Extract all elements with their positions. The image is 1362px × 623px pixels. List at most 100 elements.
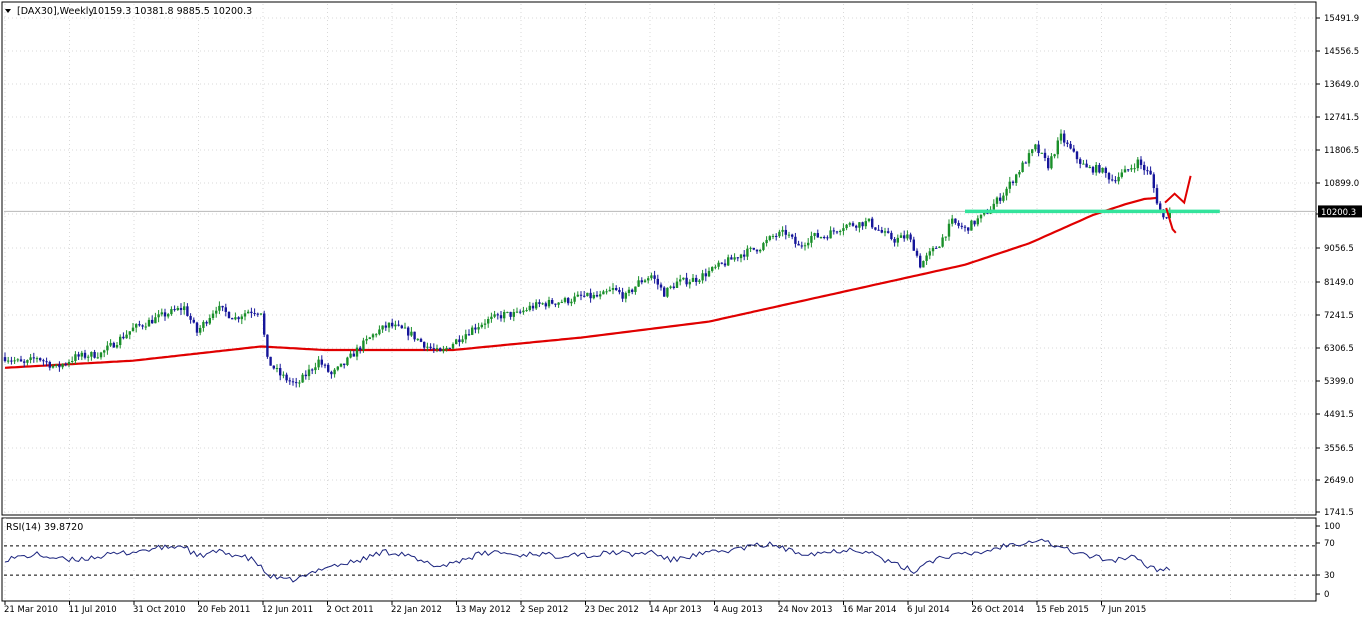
dropdown-triangle-icon[interactable] [5, 9, 11, 13]
candle-body [634, 286, 637, 292]
candle-body [915, 250, 919, 256]
candle-body [1015, 174, 1018, 183]
candle-body [275, 368, 279, 370]
candle-body [317, 359, 320, 368]
candle-body [419, 338, 423, 342]
candle-body [1149, 170, 1152, 175]
candle-body [791, 234, 794, 237]
candle-body [688, 281, 691, 285]
candle-body [1107, 173, 1111, 180]
candle-body [282, 374, 285, 376]
candle-body [1082, 163, 1085, 165]
candle-body [176, 307, 179, 310]
candle-body [51, 365, 55, 368]
candle-body [215, 310, 218, 314]
candle-body [1063, 133, 1066, 143]
candle-body [99, 352, 103, 358]
candle-body [931, 247, 935, 252]
candle-body [496, 314, 499, 316]
x-tick-label: 6 Jul 2014 [907, 605, 950, 615]
candle-body [611, 287, 615, 290]
candle-body [890, 232, 893, 239]
candle-body [195, 322, 199, 333]
candle-body [698, 280, 701, 282]
candle-body [426, 346, 429, 348]
candle-body [803, 245, 807, 247]
candle-body [77, 354, 80, 357]
candle-body [442, 349, 445, 352]
candle-body [173, 309, 176, 311]
candle-body [64, 364, 67, 366]
candle-body [1056, 140, 1059, 155]
candle-body [272, 365, 275, 369]
candle-body [240, 316, 243, 320]
candle-body [1043, 152, 1047, 158]
candle-body [576, 294, 579, 297]
candle-body [74, 354, 77, 361]
candle-body [919, 255, 922, 268]
candle-body [19, 359, 23, 362]
candle-body [746, 248, 749, 257]
candle-body [55, 364, 58, 366]
candle-body [413, 331, 416, 340]
candle-body [509, 311, 512, 317]
candle-body [7, 360, 10, 362]
candle-body [1165, 217, 1168, 219]
candle-body [10, 360, 13, 362]
x-tick-label: 22 Jan 2012 [391, 605, 442, 615]
candle-body [26, 360, 29, 363]
candle-body [407, 327, 410, 336]
candle-body [179, 307, 183, 311]
candle-body [259, 313, 263, 315]
rsi-label: RSI(14) 39.8720 [6, 522, 83, 533]
candle-body [896, 237, 899, 243]
candle-body [323, 364, 327, 366]
candle-body [29, 357, 32, 361]
candle-body [887, 231, 890, 233]
candle-body [397, 324, 400, 326]
candle-body [663, 287, 666, 297]
candle-body [327, 364, 330, 372]
candle-body [781, 229, 784, 232]
candle-body [653, 275, 656, 279]
candle-body [336, 366, 339, 370]
candle-body [307, 369, 311, 377]
candle-body [416, 338, 419, 340]
x-tick-label: 31 Oct 2010 [133, 605, 186, 615]
candle-body [423, 341, 426, 348]
candle-body [535, 302, 538, 309]
candle-body [381, 325, 384, 330]
candle-body [1159, 203, 1162, 210]
candle-body [467, 334, 471, 336]
candle-body [365, 338, 368, 341]
candle-body [1066, 142, 1069, 144]
x-tick-label: 16 Mar 2014 [843, 605, 897, 615]
x-tick-label: 26 Oct 2014 [972, 605, 1025, 615]
candle-body [954, 218, 957, 223]
candle-body [243, 313, 247, 317]
x-tick-label: 4 Aug 2013 [714, 605, 763, 615]
candle-body [976, 218, 979, 225]
candle-body [160, 312, 163, 315]
candle-body [880, 230, 883, 233]
rsi-line [4, 538, 1171, 583]
candle-body [627, 289, 631, 293]
candle-body [464, 334, 467, 340]
chart-symbol-label: [DAX30],Weekly [17, 6, 94, 17]
candle-body [234, 317, 237, 320]
candle-body [189, 315, 192, 320]
candle-body [163, 312, 167, 317]
candle-body [912, 239, 915, 251]
candle-body [1075, 151, 1079, 160]
candle-body [237, 317, 240, 320]
candle-body [311, 369, 314, 371]
candle-body [298, 382, 301, 384]
candle-body [445, 347, 448, 350]
candle-body [512, 312, 515, 317]
candle-body [131, 327, 135, 332]
candle-body [602, 291, 605, 295]
x-tick-label: 2 Oct 2011 [327, 605, 374, 615]
candle-body [771, 235, 775, 237]
candle-body [599, 294, 602, 297]
candle-body [1005, 188, 1008, 196]
